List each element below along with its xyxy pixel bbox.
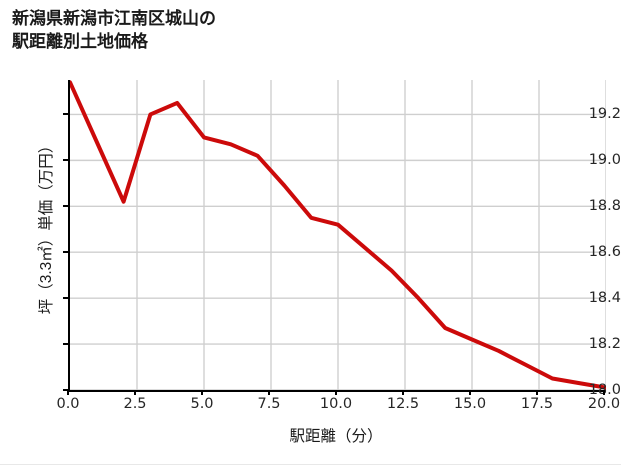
x-tick-label: 0.0 [56,396,80,412]
y-tick-label: 19.2 [588,106,621,123]
x-tick-mark [67,390,69,395]
plot-area [68,80,606,392]
y-tick-label: 18.8 [588,198,621,215]
x-tick-label: 5.0 [190,396,214,412]
y-axis-label-container: 坪（3.3㎡）単価（万円） [0,95,55,375]
data-series-line [70,80,606,390]
y-axis-label: 坪（3.3㎡）単価（万円） [38,137,55,315]
x-tick-mark [268,390,270,395]
chart-title: 新潟県新潟市江南区城山の 駅距離別土地価格 [12,9,216,51]
x-tick-mark [335,390,337,395]
x-tick-mark [603,390,605,395]
chart-canvas [70,80,606,390]
x-tick-label: 10.0 [319,396,353,412]
y-tick-label: 18.6 [588,244,621,261]
x-tick-mark [469,390,471,395]
y-tick-mark [63,113,68,116]
x-tick-mark [201,390,203,395]
y-tick-label: 18.4 [588,290,621,307]
x-tick-mark [402,390,404,395]
x-axis-label: 駅距離（分） [289,428,383,445]
x-tick-label: 15.0 [453,396,487,412]
y-tick-mark [63,343,68,346]
y-tick-label: 19.0 [588,152,621,169]
y-tick-mark [63,389,68,391]
y-tick-mark [63,297,68,300]
x-tick-label: 17.5 [520,396,554,412]
y-tick-mark [63,251,68,254]
x-tick-mark [536,390,538,395]
x-tick-label: 20.0 [587,396,621,412]
x-tick-label: 2.5 [123,396,147,412]
x-tick-label: 7.5 [257,396,281,412]
y-tick-label: 18.2 [588,336,621,353]
x-tick-mark [134,390,136,395]
y-tick-mark [63,205,68,208]
y-tick-mark [63,159,68,162]
x-tick-label: 12.5 [386,396,420,412]
